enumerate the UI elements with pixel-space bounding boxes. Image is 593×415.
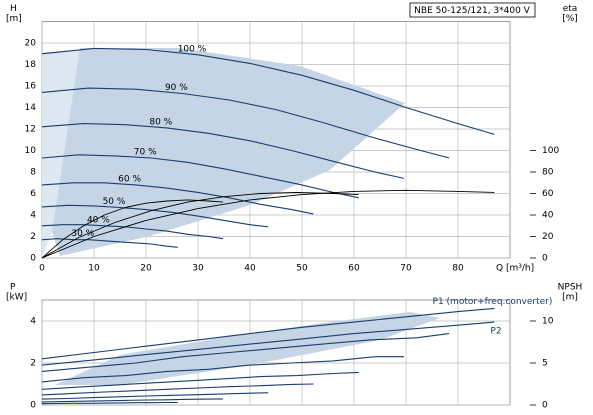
curve	[41, 383, 314, 396]
header-box	[409, 2, 536, 18]
x-tick-label: 60	[348, 264, 360, 274]
curve-label: 50 %	[103, 197, 126, 207]
y2-axis-unit: [%]	[562, 14, 578, 24]
curve	[41, 398, 224, 403]
y2-tick-label: 80	[542, 168, 554, 178]
curve-label: 80 %	[149, 117, 172, 127]
y2-tick-label: 40	[542, 211, 554, 221]
x-axis-label: Q [m³/h]	[496, 264, 534, 274]
curve	[41, 189, 495, 259]
curve	[41, 191, 359, 259]
curve	[41, 199, 224, 259]
y-tick-label: 8	[30, 168, 36, 178]
curve	[41, 47, 495, 135]
curve-label: 30 %	[71, 229, 94, 239]
y-tick-label: 18	[25, 60, 37, 70]
curve	[41, 401, 178, 405]
header-title: NBE 50-125/121, 3*400 V	[414, 6, 531, 16]
power-range	[55, 312, 440, 385]
x-tick-label: 80	[452, 264, 464, 274]
y2-tick-label: 0	[542, 401, 548, 411]
y2-tick-label: 0	[542, 254, 548, 264]
curve	[41, 123, 405, 179]
curve	[41, 238, 178, 248]
x-tick-label: 10	[88, 264, 100, 274]
y-tick-label: 14	[25, 103, 37, 113]
y2-tick-label: 60	[542, 189, 554, 199]
y-axis-label: P	[10, 283, 16, 293]
y2-tick-label: 100	[542, 146, 559, 156]
y-tick-label: 12	[25, 125, 36, 135]
curve-label: 100 %	[178, 44, 207, 54]
y2-tick-label: 20	[542, 232, 554, 242]
curve-label: P1 (motor+freq.converter)	[433, 297, 553, 307]
curve	[41, 87, 450, 159]
curve	[41, 371, 359, 390]
y-tick-label: 0	[30, 401, 36, 411]
curve	[41, 182, 314, 215]
y2-axis-label: NPSH	[558, 283, 583, 293]
y-tick-label: 0	[30, 254, 36, 264]
y-tick-label: 20	[25, 39, 37, 49]
curve	[41, 392, 269, 400]
x-tick-label: 70	[400, 264, 412, 274]
curve	[41, 204, 269, 228]
y2-tick-label: 5	[542, 359, 548, 369]
y-axis-unit: [m]	[6, 14, 22, 24]
curve	[41, 321, 495, 366]
y-axis-label: H	[10, 4, 17, 14]
curve-label: P2	[490, 327, 501, 337]
y-tick-label: 2	[30, 232, 36, 242]
y-tick-label: 10	[25, 146, 37, 156]
y-tick-label: 6	[30, 189, 36, 199]
y2-tick-label: 10	[542, 317, 554, 327]
y-tick-label: 16	[25, 82, 37, 92]
curve-label: 90 %	[165, 83, 188, 93]
x-tick-label: 30	[192, 264, 204, 274]
curve-label: 70 %	[134, 148, 157, 158]
curve	[41, 307, 495, 360]
x-tick-label: 50	[296, 264, 308, 274]
curve-label: 40 %	[87, 215, 110, 225]
x-tick-label: 20	[140, 264, 152, 274]
y-axis-unit: [kW]	[6, 293, 27, 303]
curve-label: 60 %	[118, 174, 141, 184]
y2-axis-label: eta	[563, 4, 578, 14]
y-tick-label: 4	[30, 211, 36, 221]
curve	[41, 356, 404, 383]
x-tick-label: 40	[244, 264, 256, 274]
y2-axis-unit: [m]	[562, 293, 578, 303]
x-tick-label: 0	[39, 264, 45, 274]
curve	[41, 333, 450, 372]
y-tick-label: 2	[30, 359, 36, 369]
curve	[41, 154, 359, 199]
curve	[41, 224, 224, 240]
y-tick-label: 4	[30, 317, 36, 327]
